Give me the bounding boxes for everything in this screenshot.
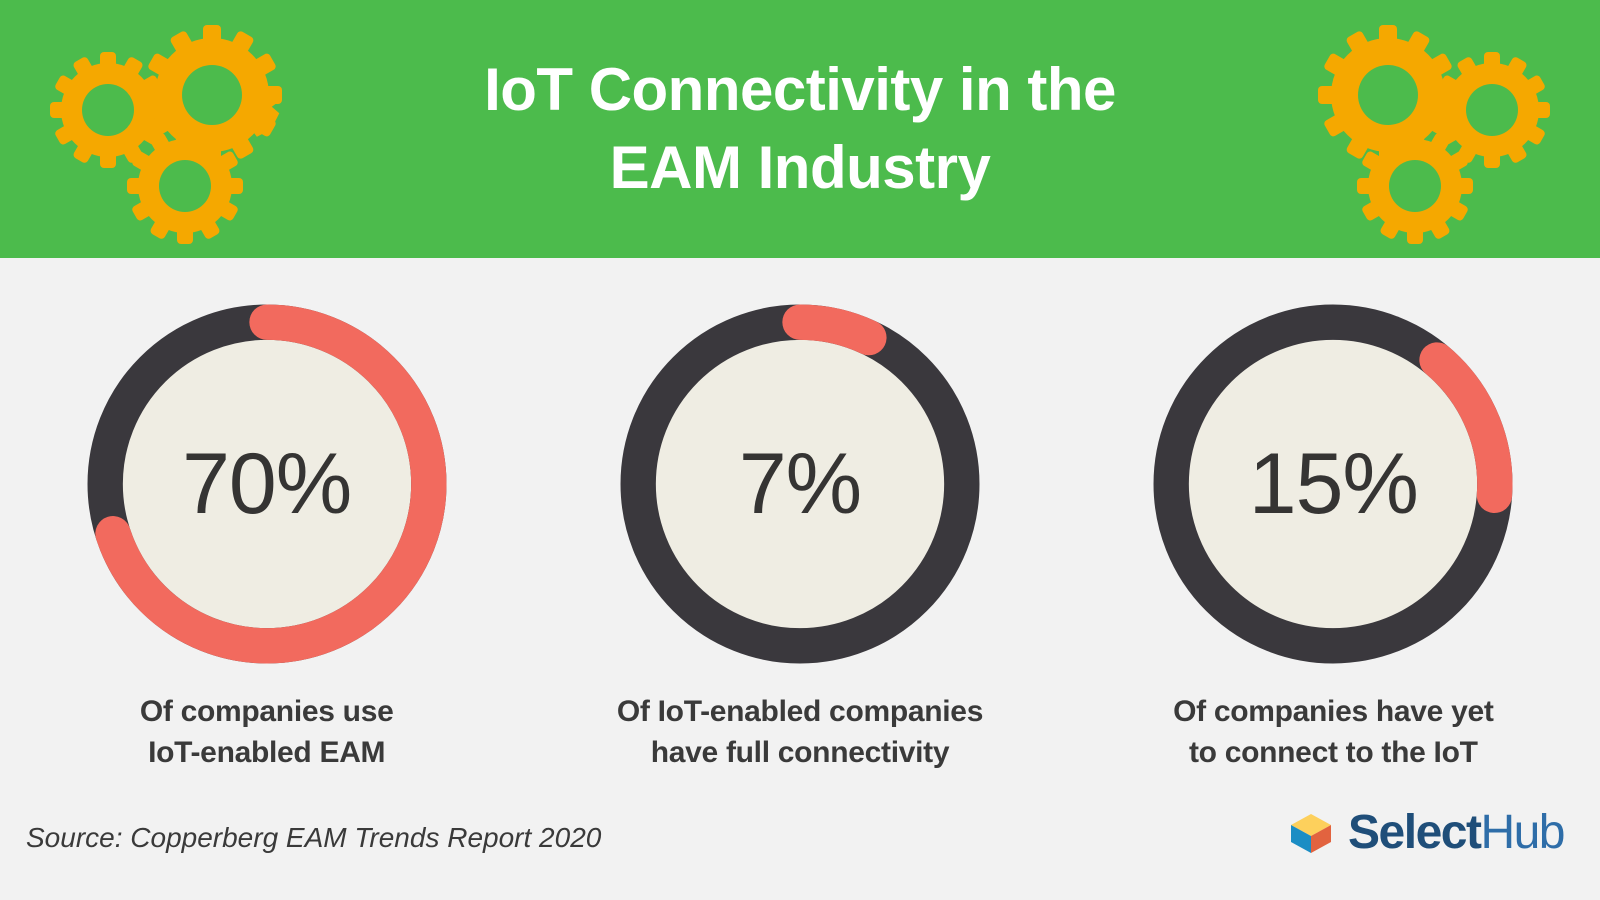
cube-logo-icon (1286, 808, 1336, 858)
donut-caption-1-line-1: Of companies use (139, 695, 394, 728)
donut-chart-row: 70% Of companies use IoT-enabled EAM 7% … (0, 258, 1600, 798)
brand-logo-selecthub[interactable]: SelectHub (1286, 806, 1565, 859)
brand-wordmark: SelectHub (1348, 806, 1565, 859)
donut-caption-1-line-2: IoT-enabled EAM (148, 735, 386, 769)
footer: Source: Copperberg EAM Trends Report 202… (0, 800, 1600, 900)
source-citation: Source: Copperberg EAM Trends Report 202… (26, 822, 602, 853)
gears-icon-left (40, 0, 300, 258)
donut-stat-3: 15% Of companies have yet to connect to … (1067, 258, 1600, 798)
donut-stat-2: 7% Of IoT-enabled companies have full co… (533, 258, 1066, 798)
donut-percent-label-1: 70% (182, 435, 352, 532)
donut-center-fill-3 (1188, 338, 1479, 630)
donut-caption-3: Of companies have yet to connect to the … (1113, 692, 1553, 774)
donut-caption-2-line-1: Of IoT-enabled companies (616, 695, 984, 728)
gears-icon-right (1300, 0, 1560, 258)
brand-wordmark-select: Select (1348, 806, 1482, 859)
donut-caption-3-line-1: Of companies have yet (1173, 695, 1494, 728)
page-title: IoT Connectivity in the EAM Industry (370, 51, 1230, 207)
donut-value-arc-2 (620, 304, 980, 664)
donut-center-fill-1 (121, 338, 412, 630)
donut-chart-2: 7% (614, 298, 986, 670)
donut-percent-label-3: 15% (1248, 435, 1419, 532)
donut-center-fill-2 (654, 338, 946, 630)
donut-caption-2-line-2: have full connectivity (650, 735, 950, 769)
donut-chart-3: 15% (1147, 298, 1519, 670)
donut-caption-3-line-2: to connect to the IoT (1188, 735, 1478, 769)
page-title-line-2: EAM Industry (609, 134, 991, 201)
donut-svg-1 (87, 304, 447, 664)
donut-stat-1: 70% Of companies use IoT-enabled EAM (0, 258, 533, 798)
donut-percent-label-2: 7% (738, 435, 862, 532)
donut-value-arc-1 (87, 304, 447, 664)
donut-caption-2: Of IoT-enabled companies have full conne… (580, 692, 1020, 774)
donut-caption-1: Of companies use IoT-enabled EAM (47, 692, 487, 774)
donut-chart-1: 70% (81, 298, 453, 670)
donut-svg-2 (620, 304, 980, 664)
header-banner: IoT Connectivity in the EAM Industry (0, 0, 1600, 258)
donut-value-arc-3 (1153, 304, 1513, 664)
donut-svg-3 (1153, 304, 1513, 664)
brand-wordmark-hub: Hub (1480, 806, 1565, 859)
page-title-line-1: IoT Connectivity in the (484, 56, 1116, 123)
